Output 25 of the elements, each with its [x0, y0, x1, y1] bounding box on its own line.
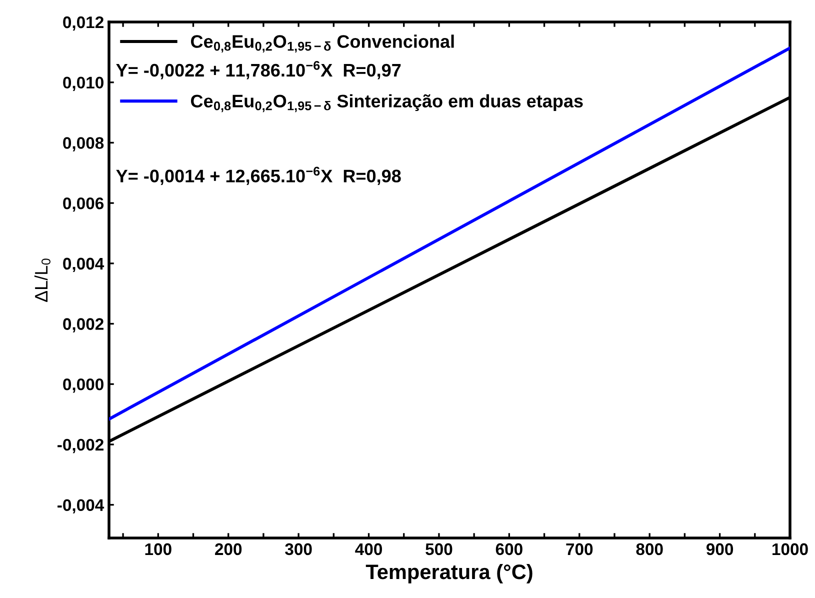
x-tick-label: 1000: [772, 543, 808, 556]
y-tick-label: 0,002: [63, 318, 104, 332]
legend-label: Ce$_{0,8}$Eu$_{0,2}$O$_{1,95−δ}$ Convencional: [190, 34, 454, 53]
y-tick-label: 0,006: [63, 197, 104, 212]
x-tick-label: 600: [496, 543, 522, 556]
x-tick-label: 900: [706, 543, 734, 556]
y-tick-label: 0,000: [63, 378, 104, 393]
legend-label: Ce$_{0,8}$Eu$_{0,2}$O$_{1,95−δ}$ Sinterização em duas etapas: [190, 94, 583, 112]
annotation: Y= -0,0014 + 12,665.10$^{−6}$X R=0,98: [116, 166, 401, 186]
x-tick-label: 300: [285, 543, 312, 556]
x-tick-label: 700: [566, 543, 593, 556]
x-tick-label: 200: [215, 543, 242, 556]
y-axis-title: ΔL/L$_{0}$: [34, 258, 50, 302]
y-tick-label: 0,010: [63, 76, 104, 91]
x-tick-label: 100: [145, 543, 172, 556]
y-tick-label: 0,008: [63, 137, 104, 152]
y-tick-label: 0,012: [63, 16, 104, 31]
x-tick-label: 800: [636, 543, 663, 556]
x-tick-label: 500: [426, 543, 452, 556]
y-tick-label: 0,004: [63, 258, 104, 272]
x-axis-title: Temperatura (°C): [366, 564, 532, 584]
annotation: Y= -0,0022 + 11,786.10$^{−6}$X R=0,97: [116, 60, 401, 80]
y-tick-label: -0,004: [58, 499, 104, 514]
x-tick-label: 400: [355, 543, 382, 556]
y-tick-label: -0,002: [58, 438, 104, 454]
